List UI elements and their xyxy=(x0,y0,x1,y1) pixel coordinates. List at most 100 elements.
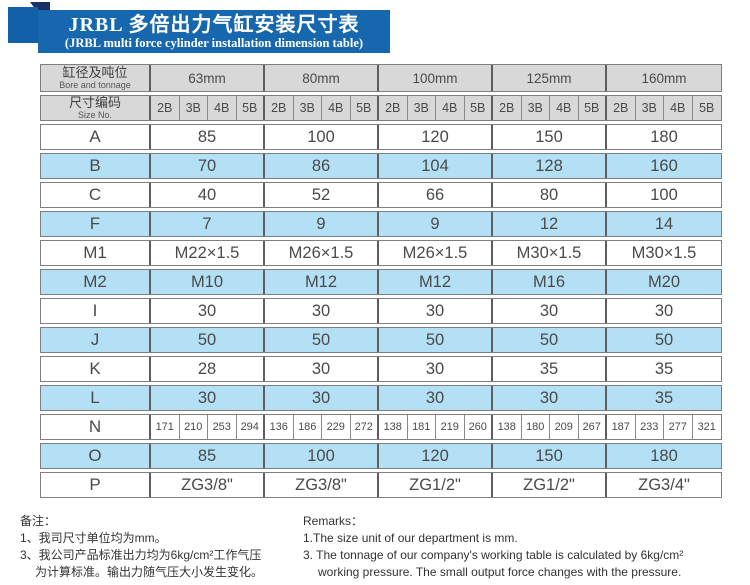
header-size-code: 2B xyxy=(379,96,408,120)
table-row-L: L 30 30 30 30 35 xyxy=(40,385,722,411)
table-cell: 85 xyxy=(151,125,265,149)
table-cell: 30 xyxy=(493,299,607,323)
table-row-B: B 70 86 104 128 160 xyxy=(40,153,722,179)
table-cell: 9 xyxy=(265,212,379,236)
table-cell: M16 xyxy=(493,270,607,294)
table-cell: 30 xyxy=(379,299,493,323)
table-cell: 210 xyxy=(180,415,208,439)
table-cell: ZG3/8" xyxy=(151,473,265,497)
row-label-O: O xyxy=(41,444,151,468)
table-cell: 100 xyxy=(265,444,379,468)
table-cell: 100 xyxy=(265,125,379,149)
page-title-banner: JRBL 多倍出力气缸安装尺寸表 (JRBL multi force cylin… xyxy=(38,10,390,53)
table-cell: 70 xyxy=(151,154,265,178)
table-cell: 272 xyxy=(351,415,379,439)
table-cell: M30×1.5 xyxy=(631,243,697,262)
table-cell: 100 xyxy=(650,185,678,204)
dimension-table: 缸径及吨位 Bore and tonnage 63mm 80mm 100mm 125m… xyxy=(40,64,722,501)
table-row-I: I 30 30 30 30 30 xyxy=(40,298,722,324)
table-row-J: J 50 50 50 50 50 xyxy=(40,327,722,353)
remarks-english: Remarks： 1.The size unit of our departme… xyxy=(303,513,745,581)
table-cell: 12 xyxy=(493,212,607,236)
table-cell: ZG3/4" xyxy=(638,475,690,494)
header-bore-label: 缸径及吨位 Bore and tonnage xyxy=(41,65,151,91)
header-size-code: 3B xyxy=(294,96,322,120)
header-size-label-en: Size No. xyxy=(77,110,112,120)
table-cell: 180 xyxy=(650,127,678,146)
table-cell: 30 xyxy=(379,386,493,410)
table-row-P: P ZG3/8" ZG3/8" ZG1/2" ZG1/2" ZG3/4" xyxy=(40,472,722,498)
table-cell: ZG1/2" xyxy=(493,473,607,497)
remark-line: working pressure. The small output force… xyxy=(318,565,682,579)
row-label-P: P xyxy=(41,473,151,497)
table-row-O: O 85 100 120 150 180 xyxy=(40,443,722,469)
page-subtitle: (JRBL multi force cylinder installation … xyxy=(64,35,364,50)
row-label-N: N xyxy=(41,415,151,439)
table-cell: M20 xyxy=(647,272,681,291)
table-cell: M12 xyxy=(379,270,493,294)
table-cell: 35 xyxy=(493,357,607,381)
table-cell: 120 xyxy=(379,444,493,468)
table-row-M1: M1 M22×1.5 M26×1.5 M26×1.5 M30×1.5 M30×1.5 xyxy=(40,240,722,266)
remarks-cn-title: 备注： xyxy=(20,514,57,528)
table-cell: 181 xyxy=(408,415,436,439)
remarks-chinese: 备注： 1、我司尺寸单位均为mm。 3、我公司产品标准出力均为6kg/cm²工作气… xyxy=(20,513,298,581)
table-cell: 30 xyxy=(151,299,265,323)
table-cell: 30 xyxy=(654,301,674,320)
remark-line: 3. The tonnage of our company's working … xyxy=(303,548,684,562)
row-label-B: B xyxy=(41,154,151,178)
table-cell: 150 xyxy=(493,125,607,149)
header-size-code: 2B xyxy=(493,96,522,120)
table-row-M2: M2 M10 M12 M12 M16 M20 xyxy=(40,269,722,295)
table-cell: 294 xyxy=(237,415,265,439)
table-cell: M30×1.5 xyxy=(493,241,607,265)
table-cell: 171 xyxy=(151,415,180,439)
table-row-F: F 7 9 9 12 14 xyxy=(40,211,722,237)
header-size-code: 3B xyxy=(522,96,550,120)
table-cell: 187 xyxy=(607,415,636,439)
table-cell: 86 xyxy=(265,154,379,178)
table-cell: 28 xyxy=(151,357,265,381)
page-title: JRBL 多倍出力气缸安装尺寸表 xyxy=(68,13,360,36)
header-size-label: 尺寸编码 Size No. xyxy=(41,96,151,120)
row-label-C: C xyxy=(41,183,151,207)
table-cell: 30 xyxy=(265,357,379,381)
table-cell: M10 xyxy=(151,270,265,294)
table-cell: 40 xyxy=(151,183,265,207)
header-bore-label-en: Bore and tonnage xyxy=(59,80,131,90)
table-cell: 50 xyxy=(654,330,674,349)
table-cell: 120 xyxy=(379,125,493,149)
header-size-code: 2B xyxy=(151,96,180,120)
table-cell: 277 xyxy=(664,415,693,439)
header-group-160mm: 160mm xyxy=(641,70,687,86)
header-size-code: 4B xyxy=(208,96,237,120)
table-cell: 229 xyxy=(322,415,351,439)
header-size-code: 2B xyxy=(265,96,294,120)
table-cell: 260 xyxy=(465,415,493,439)
header-group-80mm: 80mm xyxy=(265,65,379,91)
table-cell: 138 xyxy=(493,415,522,439)
header-size-code: 4B xyxy=(550,96,579,120)
remark-line: 3、我公司产品标准出力均为6kg/cm²工作气压 xyxy=(20,548,262,562)
header-size-code: 3B xyxy=(636,96,664,120)
table-row-N: N 171 210 253 294 136 186 229 272 138 181 219 260 138… xyxy=(40,414,722,440)
header-size-code: 5B xyxy=(351,96,379,120)
remark-line: 为计算标准。输出力随气压大小发生变化。 xyxy=(35,565,264,579)
table-cell: 180 xyxy=(650,446,678,465)
table-row-C: C 40 52 66 80 100 xyxy=(40,182,722,208)
table-cell: 9 xyxy=(379,212,493,236)
table-cell: 321 xyxy=(697,421,716,433)
table-cell: 50 xyxy=(265,328,379,352)
row-label-F: F xyxy=(41,212,151,236)
table-cell: M26×1.5 xyxy=(265,241,379,265)
header-size-code: 5B xyxy=(699,101,715,115)
header-size-code: 4B xyxy=(322,96,351,120)
table-cell: 7 xyxy=(151,212,265,236)
table-cell: M26×1.5 xyxy=(379,241,493,265)
header-size-code: 3B xyxy=(180,96,208,120)
table-cell: 150 xyxy=(493,444,607,468)
table-cell: 30 xyxy=(379,357,493,381)
remark-line: 1、我司尺寸单位均为mm。 xyxy=(20,531,167,545)
row-label-M1: M1 xyxy=(41,241,151,265)
